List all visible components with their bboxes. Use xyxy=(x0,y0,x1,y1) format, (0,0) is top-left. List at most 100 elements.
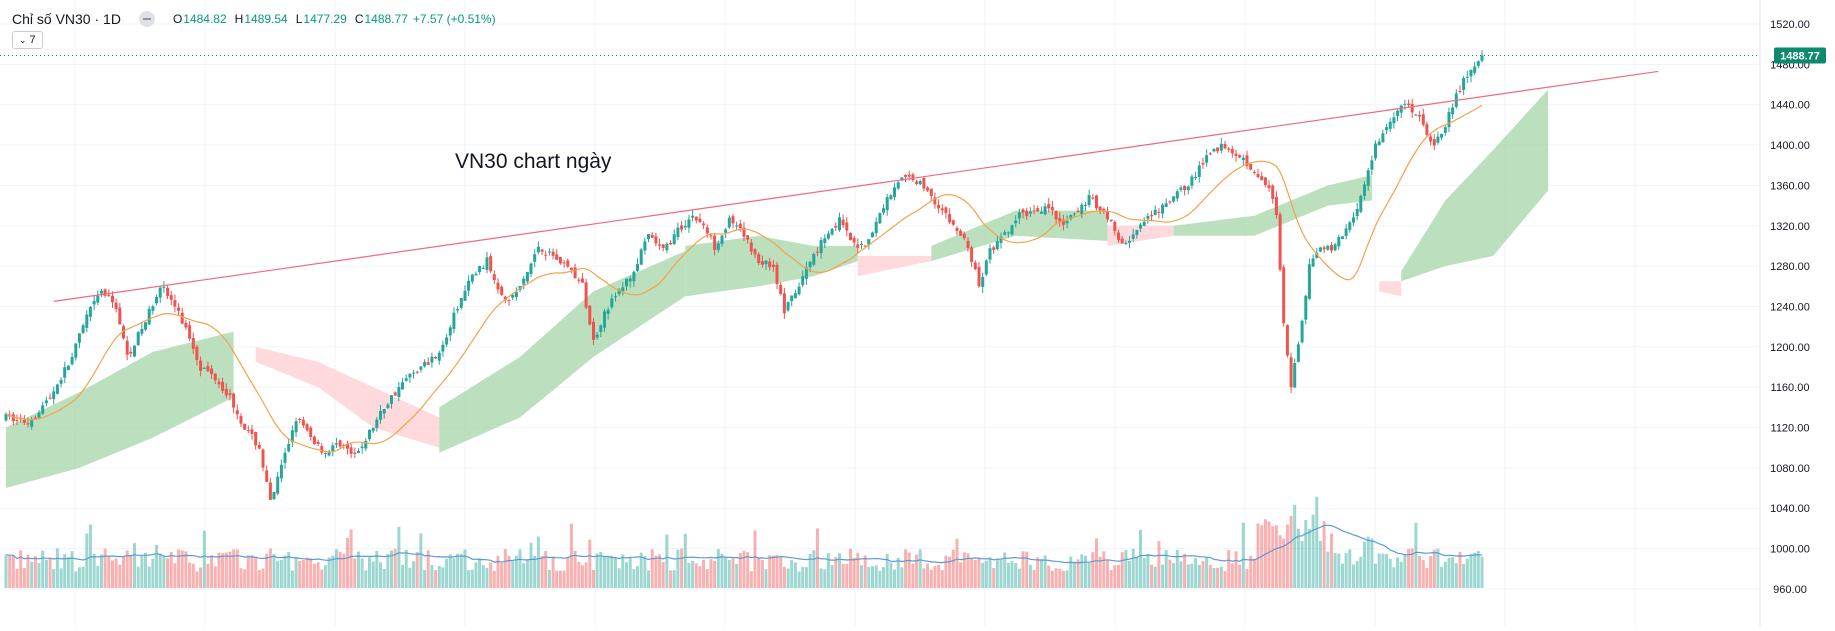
volume-bar-up xyxy=(511,561,515,588)
candle-down xyxy=(188,325,192,339)
candle-down xyxy=(312,436,316,445)
candle-down xyxy=(111,295,114,303)
volume-bar-up xyxy=(790,560,794,588)
volume-bar-down xyxy=(768,555,772,588)
candle-up xyxy=(1341,236,1344,239)
candle-up xyxy=(96,295,100,303)
candle-up xyxy=(1374,143,1377,159)
volume-bar-up xyxy=(151,558,155,588)
candle-up xyxy=(290,430,294,443)
candle-down xyxy=(129,351,133,354)
candle-up xyxy=(1300,320,1304,343)
candle-down xyxy=(261,449,265,468)
candle-down xyxy=(951,220,955,225)
candle-down xyxy=(588,305,592,325)
candle-up xyxy=(481,267,485,269)
candle-down xyxy=(834,226,838,228)
volume-bar-up xyxy=(1436,548,1440,588)
candle-up xyxy=(871,232,874,238)
volume-bar-down xyxy=(669,570,673,588)
candle-down xyxy=(1223,143,1227,149)
volume-bar-up xyxy=(995,558,999,588)
candle-up xyxy=(437,352,441,361)
volume-bar-up xyxy=(92,553,96,588)
candle-down xyxy=(970,247,974,262)
volume-bar-up xyxy=(1146,553,1150,588)
volume-bar-up xyxy=(1179,561,1183,588)
volume-bar-down xyxy=(852,557,856,588)
volume-bar-down xyxy=(658,554,662,588)
volume-bar-up xyxy=(984,560,988,588)
volume-bar-up xyxy=(155,545,158,588)
indicators-toggle-button[interactable]: ⌄ 7 xyxy=(12,31,43,49)
volume-bar-up xyxy=(452,558,456,588)
volume-bar-up xyxy=(283,555,287,588)
volume-bar-up xyxy=(294,557,298,588)
candle-down xyxy=(841,219,845,226)
volume-bar-down xyxy=(1407,548,1411,588)
volume-bar-up xyxy=(4,554,8,588)
volume-bar-up xyxy=(606,556,610,588)
volume-bar-up xyxy=(96,566,100,588)
cloud-bullish xyxy=(6,331,234,488)
candle-up xyxy=(838,217,841,231)
price-tick-label: 1000.00 xyxy=(1770,544,1810,556)
volume-bar-down xyxy=(114,558,118,588)
volume-bar-down xyxy=(191,563,195,588)
candle-down xyxy=(166,287,170,297)
candle-down xyxy=(22,420,26,423)
candle-down xyxy=(584,282,588,308)
candle-up xyxy=(1190,176,1194,186)
volume-bar-down xyxy=(694,563,698,588)
candle-down xyxy=(107,294,111,296)
eye-hidden-icon[interactable] xyxy=(138,11,155,27)
candle-up xyxy=(445,337,449,345)
candle-up xyxy=(41,405,45,414)
volume-bar-down xyxy=(966,553,970,588)
volume-bar-down xyxy=(257,570,261,588)
volume-bar-up xyxy=(360,558,364,588)
volume-bar-up xyxy=(1219,566,1223,588)
symbol-title[interactable]: Chỉ số VN30 · 1D xyxy=(12,11,121,27)
volume-bar-down xyxy=(584,562,588,588)
volume-bar-up xyxy=(885,554,889,588)
candle-down xyxy=(731,216,735,224)
volume-bar-up xyxy=(1363,541,1366,588)
candle-down xyxy=(742,227,746,237)
volume-bar-up xyxy=(1190,563,1194,588)
candle-down xyxy=(661,244,665,248)
candle-up xyxy=(606,309,610,314)
volume-bar-up xyxy=(1311,514,1315,588)
volume-bar-up xyxy=(1128,560,1131,588)
trendline[interactable] xyxy=(53,70,1659,303)
volume-bar-down xyxy=(926,563,930,588)
candle-up xyxy=(793,293,797,299)
candle-up xyxy=(1006,232,1010,234)
candle-up xyxy=(294,421,298,433)
volume-bar-up xyxy=(672,570,676,588)
volume-bar-up xyxy=(812,550,816,588)
volume-bar-down xyxy=(1322,521,1326,588)
volume-bar-down xyxy=(254,556,258,588)
candle-down xyxy=(558,256,562,264)
candle-down xyxy=(122,326,125,339)
last-price-badge xyxy=(1774,47,1826,64)
volume-bar-up xyxy=(481,565,485,588)
volume-bar-down xyxy=(206,563,210,588)
candle-up xyxy=(533,254,537,262)
candle-up xyxy=(1348,222,1352,230)
volume-bar-down xyxy=(962,552,966,588)
candle-up xyxy=(1296,344,1300,362)
volume-bar-up xyxy=(1399,561,1403,588)
volume-bar-down xyxy=(1208,564,1212,588)
volume-bar-up xyxy=(430,565,434,588)
candle-up xyxy=(30,420,34,427)
candle-down xyxy=(1227,148,1231,150)
volume-bar-down xyxy=(224,552,228,588)
volume-bar-up xyxy=(55,548,59,588)
volume-bar-up xyxy=(485,567,489,588)
volume-bar-down xyxy=(904,549,908,588)
